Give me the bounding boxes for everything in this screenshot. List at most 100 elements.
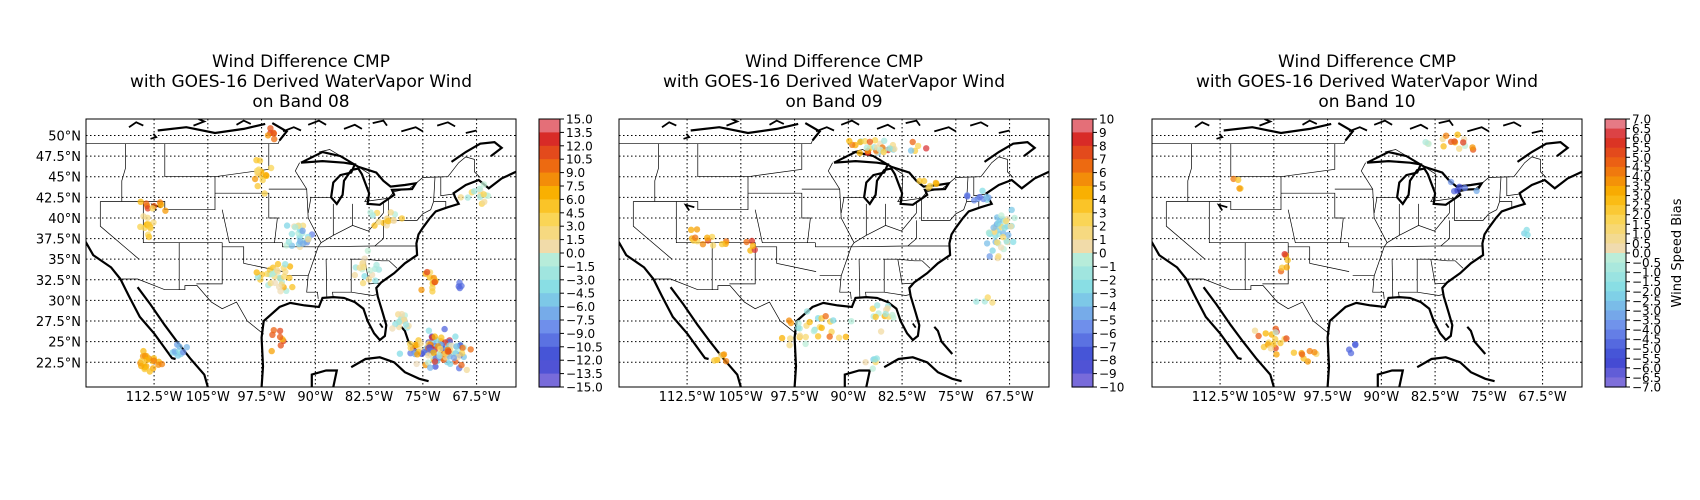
colorbar-tick-label: −3.0 <box>1632 304 1661 318</box>
lake-outline <box>1194 121 1210 128</box>
border-segment <box>121 278 264 335</box>
colorbar-tick-label: 2 <box>1099 220 1107 234</box>
x-tick-label: 97.5°W <box>770 390 818 405</box>
data-point <box>863 144 871 151</box>
data-point <box>720 351 728 358</box>
lake-outline <box>769 119 785 126</box>
colorbar-tick-label: 0 <box>1099 247 1107 261</box>
map-frame <box>1151 118 1583 388</box>
border-segment <box>215 192 278 243</box>
colorbar-tick-label: −4.5 <box>566 287 595 301</box>
colorbar-segment <box>539 119 560 133</box>
x-tick-label: 67.5°W <box>1518 390 1566 405</box>
colorbar-segment <box>1072 320 1093 334</box>
map-area <box>86 119 516 387</box>
colorbar-segment <box>1072 293 1093 308</box>
colorbar-tick-label: 5 <box>1099 180 1107 194</box>
lake-outline <box>661 121 677 128</box>
coastline-segment <box>619 240 709 361</box>
colorbar-segment <box>1072 360 1093 375</box>
x-axis-ticks: 112.5°W 105°W 97.5°W 90°W 82.5°W 75°W 67.5°W <box>1192 390 1567 405</box>
data-point <box>1283 335 1290 342</box>
data-point <box>749 242 757 249</box>
colorbar-tick-label: 12.0 <box>566 139 593 153</box>
data-point <box>289 283 296 291</box>
x-tick-label: 82.5°W <box>1411 390 1459 405</box>
border-segment <box>633 143 749 211</box>
data-point <box>299 227 306 234</box>
data-point <box>743 238 750 246</box>
lake-outline <box>1531 129 1543 134</box>
data-point <box>1283 264 1291 271</box>
data-point <box>425 327 433 334</box>
data-point <box>444 348 451 355</box>
data-point <box>1440 143 1447 150</box>
data-point <box>778 334 786 342</box>
colorbar-tick-label: −0.5 <box>1632 256 1661 270</box>
data-point <box>1002 217 1010 225</box>
data-point <box>880 148 887 156</box>
data-point <box>704 234 711 241</box>
data-point <box>1251 327 1259 334</box>
lake-outline <box>236 119 252 126</box>
x-tick-label: 82.5°W <box>878 390 926 405</box>
data-point <box>145 221 152 228</box>
data-point <box>709 242 717 249</box>
data-point <box>305 236 312 243</box>
data-point <box>143 356 151 363</box>
colorbar-tick-label: 7.5 <box>566 180 585 194</box>
data-point <box>288 230 296 238</box>
colorbar-segment <box>539 373 560 388</box>
data-point <box>802 340 809 348</box>
border-segment <box>1187 278 1330 335</box>
lake-outline <box>683 133 691 140</box>
data-point <box>1461 184 1469 192</box>
y-tick-label: 42.5°N <box>36 191 81 206</box>
data-point <box>412 341 419 349</box>
lake-outline <box>1216 133 1224 140</box>
border-segment <box>1398 259 1418 298</box>
data-point <box>862 359 869 366</box>
data-point <box>1010 238 1017 246</box>
data-point <box>1284 257 1291 264</box>
data-point <box>261 190 268 197</box>
data-point <box>814 333 822 340</box>
colorbar-tick-label: −13.5 <box>566 367 603 381</box>
data-point <box>976 193 983 201</box>
border-segment <box>1352 275 1385 299</box>
map-background <box>1152 119 1582 387</box>
map-area <box>619 119 1049 387</box>
data-point <box>1007 223 1014 230</box>
colorbar: 15.013.512.010.59.07.56.04.53.01.50.0−1.… <box>538 113 603 395</box>
border-segment <box>815 242 950 248</box>
colorbar-tick-label: −8 <box>1099 354 1117 368</box>
data-point <box>427 364 434 371</box>
title-line-2: with GOES-16 Derived WaterVapor Wind <box>1196 72 1538 92</box>
lake-outline <box>150 133 158 140</box>
coastline-segment <box>690 122 799 135</box>
border-segment <box>351 291 377 296</box>
data-point <box>375 218 382 226</box>
y-tick-label: 22.5°N <box>36 356 81 371</box>
lake-outline <box>876 123 896 130</box>
data-point <box>138 358 145 365</box>
colorbar-tick-label: −6.5 <box>1632 371 1661 385</box>
colorbar-segment <box>539 306 560 321</box>
colorbar-tick-label: 1.0 <box>1632 227 1651 241</box>
colorbar-tick-label: 1.5 <box>1632 218 1651 232</box>
colorbar-segment <box>1605 348 1626 359</box>
data-point <box>157 201 164 209</box>
data-point <box>995 253 1002 260</box>
lake-outline <box>1348 126 1368 133</box>
colorbar-segment <box>1605 329 1626 340</box>
data-point <box>144 205 151 212</box>
colorbar-segment <box>1605 320 1626 331</box>
x-tick-label: 105°W <box>1252 390 1296 405</box>
border-segment <box>318 149 481 202</box>
data-point <box>1290 349 1298 356</box>
colorbar-tick-label: 6.0 <box>566 193 585 207</box>
coastline-segment <box>1223 122 1332 135</box>
data-point <box>371 265 379 272</box>
colorbar-tick-label: −4.0 <box>1632 323 1661 337</box>
